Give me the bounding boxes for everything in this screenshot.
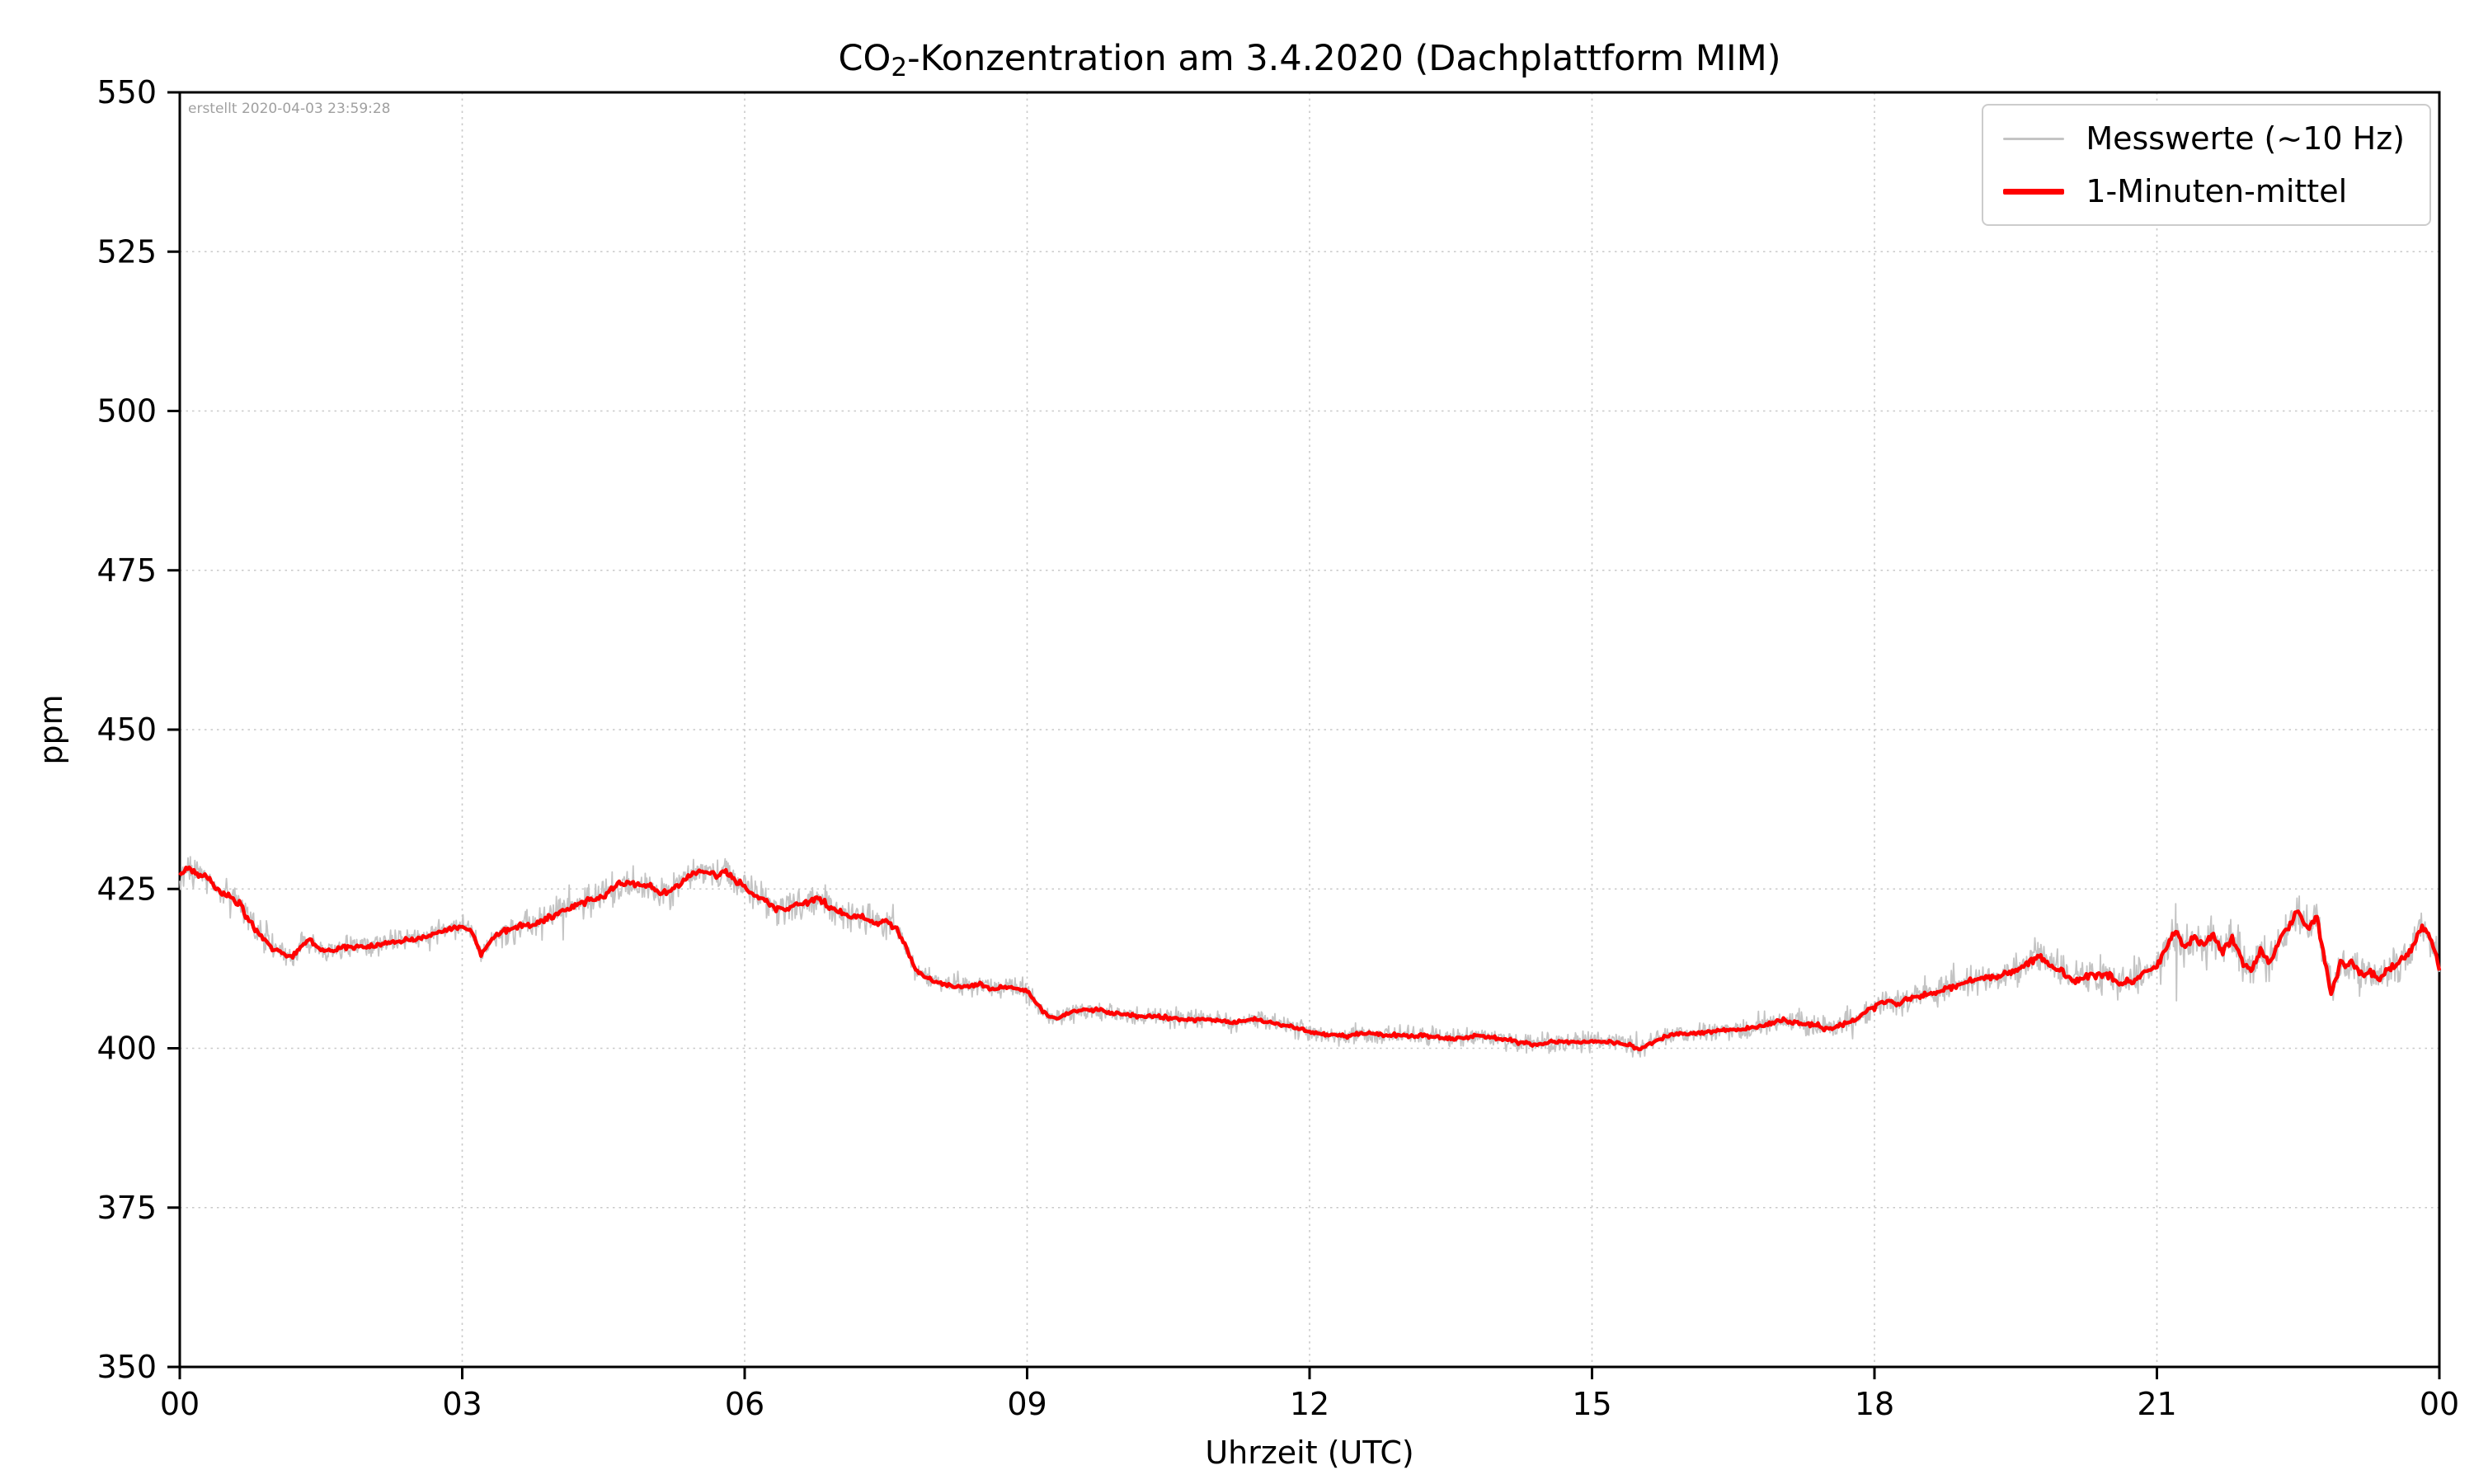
chart-title-prefix: CO bbox=[838, 38, 891, 79]
series-messwerte bbox=[179, 856, 2440, 1058]
red-line-sample bbox=[2003, 188, 2065, 195]
chart-title: CO2-Konzentration am 3.4.2020 (Dachplatt… bbox=[838, 38, 1781, 82]
svg-text:00: 00 bbox=[160, 1386, 200, 1422]
svg-text:09: 09 bbox=[1007, 1386, 1047, 1422]
legend-entry-messwerte: Messwerte (~10 Hz) bbox=[2003, 120, 2405, 157]
svg-text:425: 425 bbox=[96, 871, 157, 907]
gray-line-sample bbox=[2003, 137, 2065, 140]
series-minutenmittel bbox=[178, 865, 2442, 1052]
svg-text:03: 03 bbox=[442, 1386, 482, 1422]
svg-text:400: 400 bbox=[96, 1031, 157, 1067]
svg-text:550: 550 bbox=[96, 74, 157, 110]
chart-title-suffix: -Konzentration am 3.4.2020 (Dachplattfor… bbox=[907, 38, 1781, 79]
svg-text:375: 375 bbox=[96, 1190, 157, 1226]
legend-label-minutenmittel: 1-Minuten-mittel bbox=[2086, 173, 2348, 209]
svg-text:12: 12 bbox=[1290, 1386, 1329, 1422]
svg-text:525: 525 bbox=[96, 233, 157, 270]
svg-text:475: 475 bbox=[96, 552, 157, 589]
legend-entry-minutenmittel: 1-Minuten-mittel bbox=[2003, 173, 2405, 209]
svg-text:00: 00 bbox=[2420, 1386, 2459, 1422]
x-axis-label: Uhrzeit (UTC) bbox=[1205, 1435, 1414, 1471]
created-timestamp: erstellt 2020-04-03 23:59:28 bbox=[188, 101, 391, 117]
legend: Messwerte (~10 Hz) 1-Minuten-mittel bbox=[1982, 104, 2431, 226]
chart-title-subscript: 2 bbox=[891, 52, 908, 82]
y-axis-label: ppm bbox=[33, 694, 69, 765]
svg-text:06: 06 bbox=[725, 1386, 764, 1422]
legend-label-messwerte: Messwerte (~10 Hz) bbox=[2086, 120, 2405, 157]
svg-text:15: 15 bbox=[1572, 1386, 1611, 1422]
svg-text:18: 18 bbox=[1855, 1386, 1894, 1422]
svg-text:450: 450 bbox=[96, 711, 157, 748]
svg-text:21: 21 bbox=[2137, 1386, 2176, 1422]
svg-text:350: 350 bbox=[96, 1349, 157, 1385]
svg-text:500: 500 bbox=[96, 393, 157, 430]
